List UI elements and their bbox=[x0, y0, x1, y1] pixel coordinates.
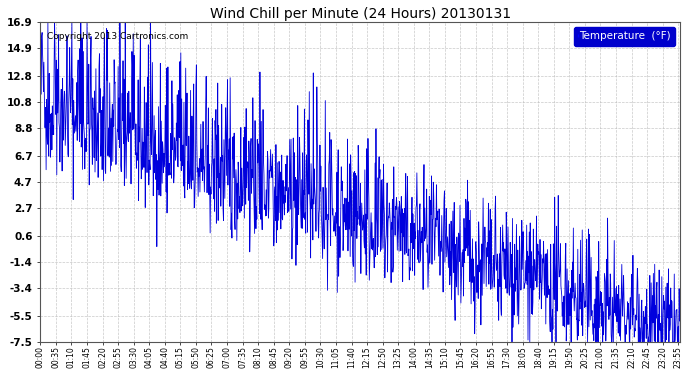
Text: Copyright 2013 Cartronics.com: Copyright 2013 Cartronics.com bbox=[47, 32, 188, 41]
Title: Wind Chill per Minute (24 Hours) 20130131: Wind Chill per Minute (24 Hours) 2013013… bbox=[210, 7, 511, 21]
Legend: Temperature  (°F): Temperature (°F) bbox=[574, 27, 675, 46]
